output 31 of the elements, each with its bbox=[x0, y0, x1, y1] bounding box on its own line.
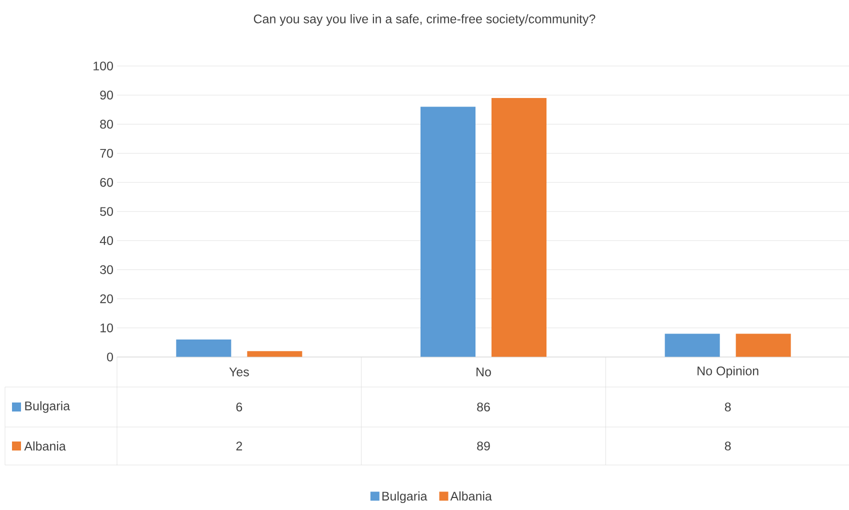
y-tick-label: 70 bbox=[100, 148, 113, 158]
text: Bulgaria bbox=[382, 491, 428, 504]
data-label: 86 bbox=[477, 402, 490, 412]
bar bbox=[247, 351, 302, 357]
bar bbox=[664, 334, 720, 357]
data-label: 89 bbox=[477, 442, 490, 450]
bar bbox=[492, 98, 547, 357]
y-tick-label: 10 bbox=[100, 323, 113, 332]
data-label: 8 bbox=[724, 402, 731, 412]
y-tick-label: 20 bbox=[100, 294, 113, 304]
bar bbox=[420, 106, 476, 357]
x-tick-label: No bbox=[476, 368, 491, 376]
x-tick-label: Yes bbox=[229, 368, 249, 376]
data-label: 6 bbox=[236, 402, 242, 412]
data-label: 8 bbox=[724, 442, 731, 450]
y-tick-label: 60 bbox=[100, 178, 113, 187]
x-tick-label: No Opinion bbox=[698, 366, 758, 378]
y-tick-label: 100 bbox=[94, 62, 113, 70]
y-tick-label: 0 bbox=[107, 352, 113, 362]
text: Albania bbox=[24, 441, 66, 451]
bar bbox=[176, 340, 232, 357]
y-tick-label: 30 bbox=[100, 265, 113, 274]
data-label: 2 bbox=[236, 442, 242, 450]
bar bbox=[736, 334, 791, 357]
y-tick-label: 90 bbox=[100, 90, 113, 100]
legend-label: Albania bbox=[450, 491, 492, 501]
legend-label: Bulgaria bbox=[25, 401, 70, 413]
y-tick-label: 80 bbox=[100, 120, 113, 129]
chart-title: Can you say you live in a safe, crime-free society/community? bbox=[254, 14, 596, 26]
y-tick-label: 40 bbox=[100, 236, 113, 246]
y-tick-label: 50 bbox=[100, 207, 113, 216]
